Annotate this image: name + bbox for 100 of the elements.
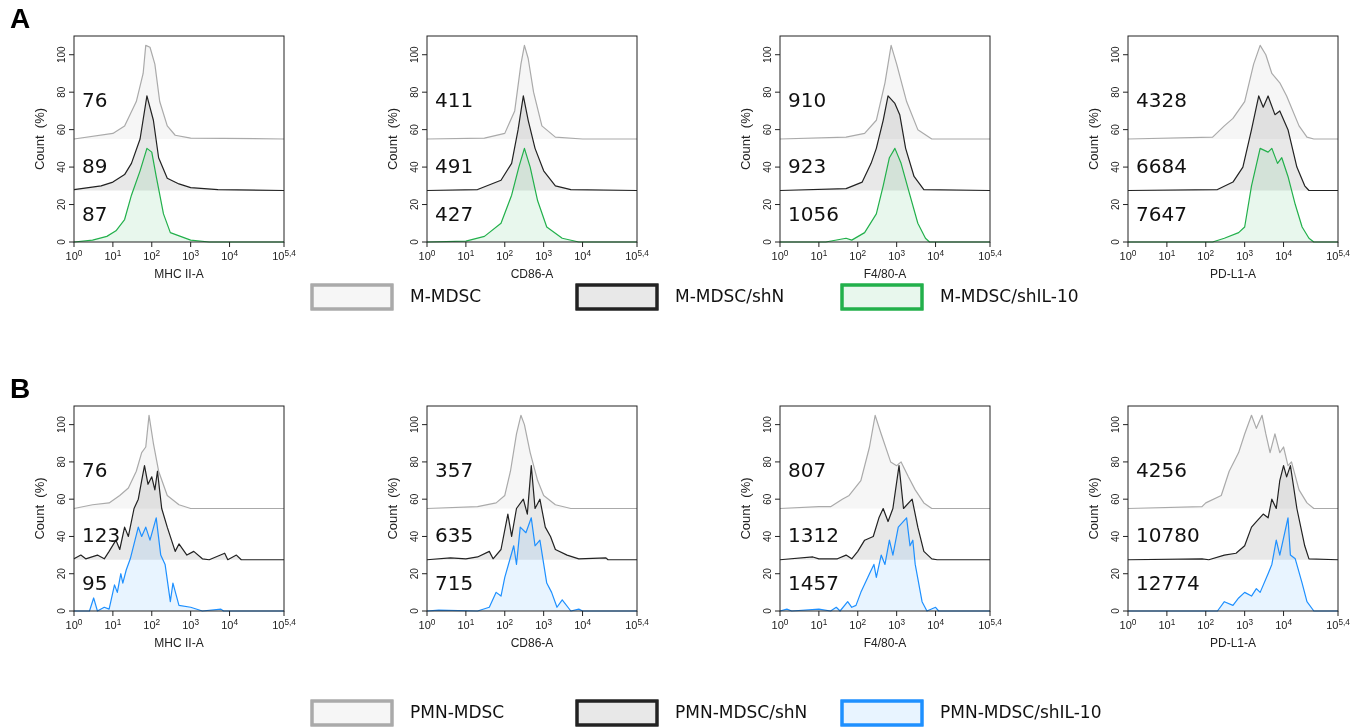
x-tick-label: 10$^{1}$ xyxy=(810,617,828,631)
y-tick-label: 60 xyxy=(762,493,773,505)
y-tick-label: 60 xyxy=(409,493,420,505)
annotation: 7647 xyxy=(1136,202,1187,227)
y-tick-label: 40 xyxy=(762,530,773,543)
x-tick-label: 10$^{5,4}$ xyxy=(272,248,297,262)
y-axis-title: Count (%) xyxy=(385,107,400,171)
x-tick-label: 10$^{2}$ xyxy=(849,248,867,262)
y-tick-label: 80 xyxy=(56,455,67,468)
y-tick-label: 40 xyxy=(409,161,420,173)
y-tick-label: 20 xyxy=(409,198,420,211)
annotation: 4328 xyxy=(1136,88,1187,113)
y-tick-label: 40 xyxy=(409,530,420,543)
y-tick-label: 60 xyxy=(409,123,420,136)
y-tick-label: 100 xyxy=(762,45,773,64)
x-tick-label: 10$^{2}$ xyxy=(496,617,514,631)
y-tick-label: 0 xyxy=(1110,238,1121,245)
y-axis-title: Count (%) xyxy=(738,107,753,171)
x-axis-title: F4/80-A xyxy=(863,267,907,281)
x-tick-label: 10$^{1}$ xyxy=(1158,617,1176,631)
y-tick-label: 60 xyxy=(56,123,67,136)
x-tick-label: 10$^{4}$ xyxy=(574,617,592,631)
x-axis-title: PD-L1-A xyxy=(1209,267,1257,281)
x-tick-label: 10$^{4}$ xyxy=(927,617,945,631)
x-tick-label: 10$^{1}$ xyxy=(104,248,122,262)
y-tick-label: 20 xyxy=(56,567,67,580)
y-tick-label: 100 xyxy=(409,45,420,64)
x-tick-label: 10$^{2}$ xyxy=(849,617,867,631)
annotation: 807 xyxy=(788,457,827,482)
y-tick-label: 80 xyxy=(762,86,773,98)
y-tick-label: 80 xyxy=(409,86,420,98)
x-tick-label: 10$^{4}$ xyxy=(1275,248,1293,262)
y-tick-label: 20 xyxy=(1110,198,1121,211)
x-tick-label: 10$^{2}$ xyxy=(496,248,514,262)
x-tick-label: 10$^{4}$ xyxy=(221,248,239,262)
annotation: 923 xyxy=(788,153,827,178)
annotation: 1312 xyxy=(788,522,839,547)
y-tick-label: 100 xyxy=(56,415,67,433)
annotation: 87 xyxy=(82,202,108,227)
x-tick-label: 10$^{4}$ xyxy=(927,248,945,262)
annotation: 1056 xyxy=(788,202,839,227)
y-tick-label: 80 xyxy=(409,455,420,468)
x-tick-label: 10$^{1}$ xyxy=(457,248,475,262)
x-tick-label: 10$^{1}$ xyxy=(457,617,475,631)
annotation: 715 xyxy=(435,571,474,596)
x-tick-label: 10$^{0}$ xyxy=(418,248,436,262)
annotation: 95 xyxy=(82,571,108,596)
x-tick-label: 10$^{3}$ xyxy=(182,248,200,262)
x-tick-label: 10$^{4}$ xyxy=(574,248,592,262)
y-tick-label: 100 xyxy=(409,415,420,433)
x-axis-title: F4/80-A xyxy=(863,636,907,650)
y-tick-label: 0 xyxy=(409,607,420,614)
annotation: 1457 xyxy=(788,571,839,596)
x-tick-label: 10$^{2}$ xyxy=(143,617,161,631)
annotation: 4256 xyxy=(1136,457,1187,482)
x-tick-label: 10$^{2}$ xyxy=(1197,248,1215,262)
y-tick-label: 100 xyxy=(56,45,67,64)
x-tick-label: 10$^{5,4}$ xyxy=(978,248,1003,262)
annotation: 89 xyxy=(82,153,108,178)
annotation: 491 xyxy=(435,153,474,178)
x-tick-label: 10$^{2}$ xyxy=(1197,617,1215,631)
x-tick-label: 10$^{0}$ xyxy=(418,617,436,631)
annotation: 427 xyxy=(435,202,474,227)
y-tick-label: 60 xyxy=(1110,123,1121,136)
x-tick-label: 10$^{5,4}$ xyxy=(1326,617,1351,631)
annotation: 357 xyxy=(435,457,474,482)
y-tick-label: 20 xyxy=(409,567,420,580)
x-tick-label: 10$^{4}$ xyxy=(221,617,239,631)
y-tick-label: 80 xyxy=(762,455,773,468)
y-tick-label: 60 xyxy=(1110,493,1121,505)
x-tick-label: 10$^{3}$ xyxy=(1236,617,1254,631)
y-tick-label: 0 xyxy=(56,238,67,245)
x-axis-title: CD86-A xyxy=(510,636,554,650)
x-tick-label: 10$^{1}$ xyxy=(104,617,122,631)
legend-label: M-MDSC/shIL-10 xyxy=(940,286,1079,306)
y-tick-label: 0 xyxy=(1110,607,1121,614)
annotation: 76 xyxy=(82,457,108,482)
y-tick-label: 40 xyxy=(56,161,67,173)
x-tick-label: 10$^{5,4}$ xyxy=(625,617,650,631)
x-tick-label: 10$^{4}$ xyxy=(1275,617,1293,631)
y-tick-label: 0 xyxy=(762,238,773,245)
annotation: 635 xyxy=(435,522,474,547)
x-tick-label: 10$^{3}$ xyxy=(1236,248,1254,262)
y-tick-label: 100 xyxy=(1110,45,1121,64)
y-tick-label: 100 xyxy=(1110,415,1121,433)
x-tick-label: 10$^{1}$ xyxy=(1158,248,1176,262)
x-tick-label: 10$^{3}$ xyxy=(888,248,906,262)
annotation: 123 xyxy=(82,522,121,547)
x-tick-label: 10$^{0}$ xyxy=(65,617,83,631)
x-tick-label: 10$^{3}$ xyxy=(535,617,553,631)
legend-label: PMN-MDSC xyxy=(410,702,505,722)
annotation: 910 xyxy=(788,88,827,113)
y-axis-title: Count (%) xyxy=(32,477,47,540)
x-axis-title: MHC II-A xyxy=(154,267,204,281)
y-tick-label: 100 xyxy=(762,415,773,433)
annotation: 12774 xyxy=(1136,571,1200,596)
y-axis-title: Count (%) xyxy=(32,107,47,171)
y-tick-label: 40 xyxy=(56,530,67,543)
x-tick-label: 10$^{2}$ xyxy=(143,248,161,262)
x-tick-label: 10$^{3}$ xyxy=(888,617,906,631)
